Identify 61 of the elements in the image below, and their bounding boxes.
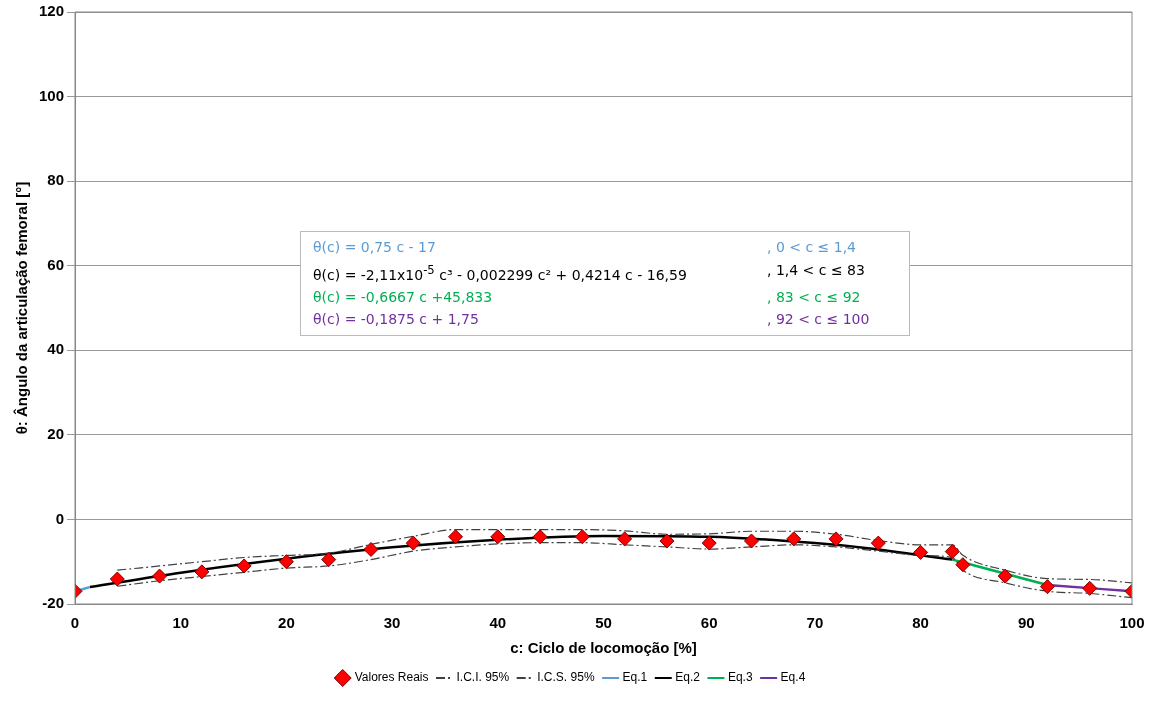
point	[490, 529, 506, 545]
point	[617, 531, 633, 547]
annotation: θ(c) = -0,1875 c + 1,75	[313, 310, 480, 330]
point	[152, 568, 168, 584]
y-tick-label: 40	[47, 340, 65, 358]
legend-label: Valores Reais	[354, 670, 429, 685]
point	[321, 552, 337, 568]
x-tick-label: 0	[70, 614, 80, 632]
legend-label: Eq.1	[622, 670, 648, 685]
point	[955, 557, 971, 573]
point	[913, 544, 929, 560]
point	[997, 568, 1013, 584]
annotation: θ(c) = -0,6667 c +45,833	[313, 287, 494, 307]
annotation: θ(c) = 0,75 c - 17	[313, 238, 437, 257]
x-tick-label: 90	[1017, 614, 1035, 632]
y-tick-label: 100	[39, 86, 65, 104]
x-tick-label: 10	[172, 614, 190, 632]
y-axis-title: θ: Ângulo da articulação femoral [°]	[13, 181, 31, 435]
legend-label: Eq.4	[780, 670, 806, 685]
point	[532, 529, 548, 545]
x-tick-label: 100	[1119, 614, 1145, 632]
x-tick-label: 50	[595, 614, 612, 632]
y-tick-label: 60	[47, 255, 65, 273]
point	[786, 531, 802, 547]
y-tick-label: 80	[47, 171, 65, 189]
point	[870, 535, 886, 551]
point	[448, 529, 464, 545]
y-tick-label: 0	[55, 509, 65, 527]
point	[278, 554, 294, 570]
point	[574, 529, 590, 545]
y-tick-label: 120	[39, 2, 65, 20]
point	[743, 533, 759, 549]
point	[828, 531, 844, 547]
x-tick-label: 70	[806, 614, 824, 632]
point	[363, 541, 379, 557]
annotation: , 83 < c ≤ 92	[767, 287, 862, 307]
x-tick-label: 20	[278, 614, 295, 632]
point	[109, 571, 125, 587]
x-tick-label: 60	[700, 614, 718, 632]
y-tick-label: 20	[47, 425, 65, 442]
point	[1082, 580, 1098, 596]
annotation: , 0 < c ≤ 1,4	[767, 238, 858, 257]
legend-label: I.C.I. 95%	[456, 670, 510, 685]
annotation: θ(c) = -2,11x10$^{-5}$ c³ - 0,002299 c² + 0,4214 c - 16,59	[313, 261, 688, 285]
annotation: , 1,4 < c ≤ 83	[767, 260, 866, 280]
x-tick-label: 40	[489, 614, 507, 632]
annotation: , 92 < c ≤ 100	[767, 310, 871, 330]
x-tick-label: 80	[912, 614, 929, 632]
y-tick-label: -20	[42, 594, 65, 612]
point	[701, 535, 717, 551]
point	[659, 533, 675, 549]
point	[194, 564, 210, 580]
x-tick-label: 30	[383, 614, 401, 632]
legend-label: I.C.S. 95%	[537, 670, 595, 685]
point	[405, 535, 421, 551]
point	[1039, 579, 1055, 595]
point	[944, 544, 960, 560]
point	[236, 558, 252, 574]
x-axis-title: c: Ciclo de locomoção [%]	[510, 639, 697, 657]
legend-label: Eq.3	[727, 670, 753, 685]
legend-label: Eq.2	[675, 670, 701, 685]
